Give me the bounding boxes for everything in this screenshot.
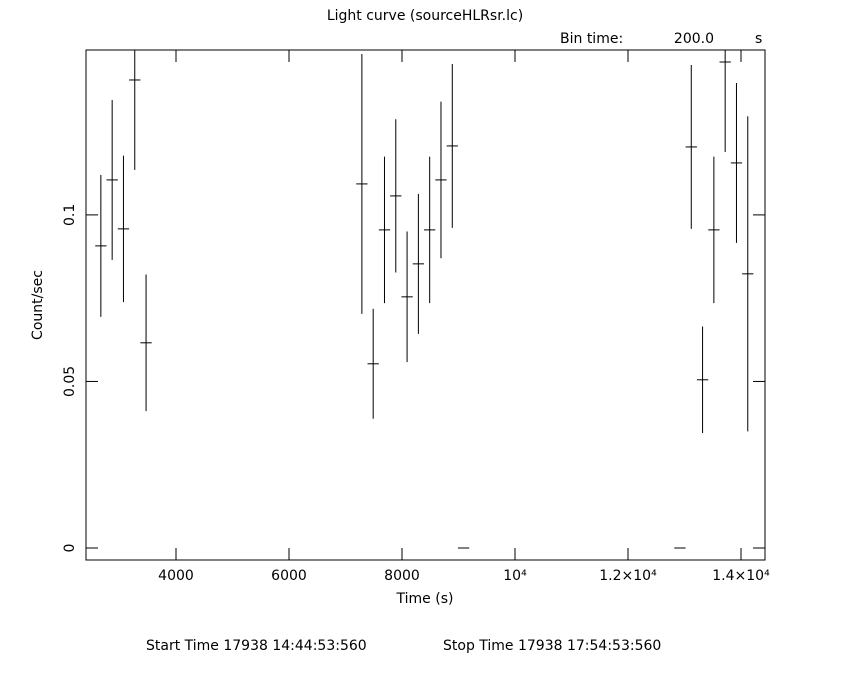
y-tick-label: 0.1 xyxy=(62,204,78,226)
x-tick-label: 1.2×10⁴ xyxy=(599,568,657,584)
start-time: Start Time 17938 14:44:53:560 xyxy=(146,638,367,654)
y-axis-label: Count/sec xyxy=(30,270,46,340)
chart-title: Light curve (sourceHLRsr.lc) xyxy=(327,8,523,24)
x-tick-label: 1.4×10⁴ xyxy=(712,568,770,584)
y-tick-label: 0 xyxy=(62,544,78,553)
plot-frame xyxy=(85,49,766,561)
y-tick-label: 0.05 xyxy=(62,366,78,397)
x-axis-label: Time (s) xyxy=(396,591,454,607)
bin-time-label: Bin time: xyxy=(560,31,623,47)
x-tick-label: 10⁴ xyxy=(503,568,527,584)
x-tick-label: 4000 xyxy=(158,568,194,584)
x-tick-label: 6000 xyxy=(271,568,307,584)
stop-time: Stop Time 17938 17:54:53:560 xyxy=(443,638,661,654)
bin-time: 200.0 xyxy=(674,31,714,47)
x-tick-label: 8000 xyxy=(384,568,420,584)
bin-time-unit: s xyxy=(755,31,762,47)
